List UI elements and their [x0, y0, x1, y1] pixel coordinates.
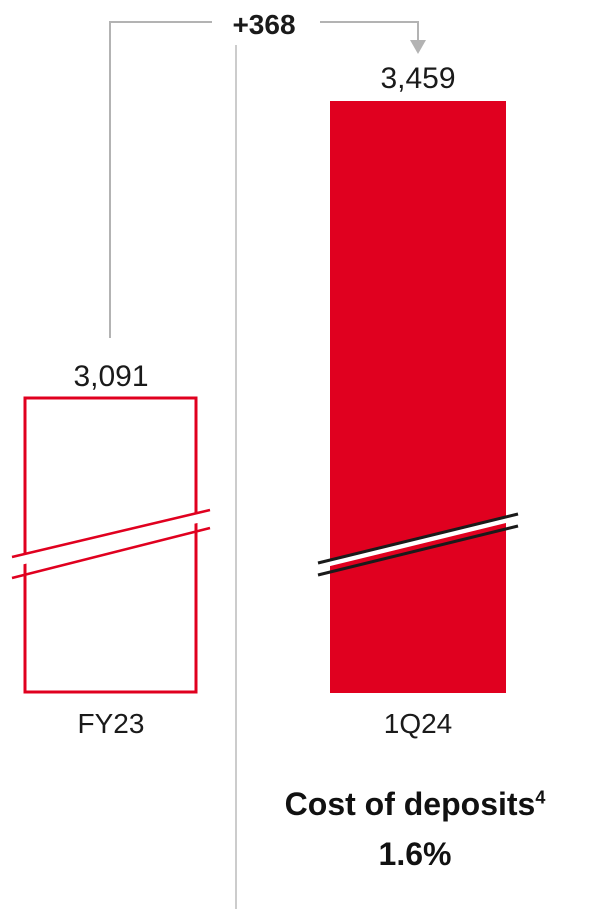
delta-connector-right	[320, 21, 419, 42]
note-footnote: 4	[535, 787, 546, 808]
delta-label: +368	[232, 9, 295, 40]
cost-of-deposits-title: Cost of deposits4	[236, 786, 594, 823]
delta-arrow-icon	[410, 40, 426, 54]
delta-connector-left	[109, 21, 212, 338]
category-label-fy23: FY23	[78, 708, 145, 739]
axis-break-1q24	[317, 512, 519, 577]
bar-1q24	[330, 101, 506, 693]
value-label-fy23: 3,091	[73, 360, 148, 393]
axis-break-fy23	[11, 508, 211, 580]
bar-fy23	[23, 396, 198, 694]
category-label-1q24: 1Q24	[384, 708, 453, 739]
cost-of-deposits-value: 1.6%	[378, 836, 452, 872]
value-label-1q24: 3,459	[380, 62, 455, 95]
note-title-text: Cost of deposits	[284, 786, 536, 822]
